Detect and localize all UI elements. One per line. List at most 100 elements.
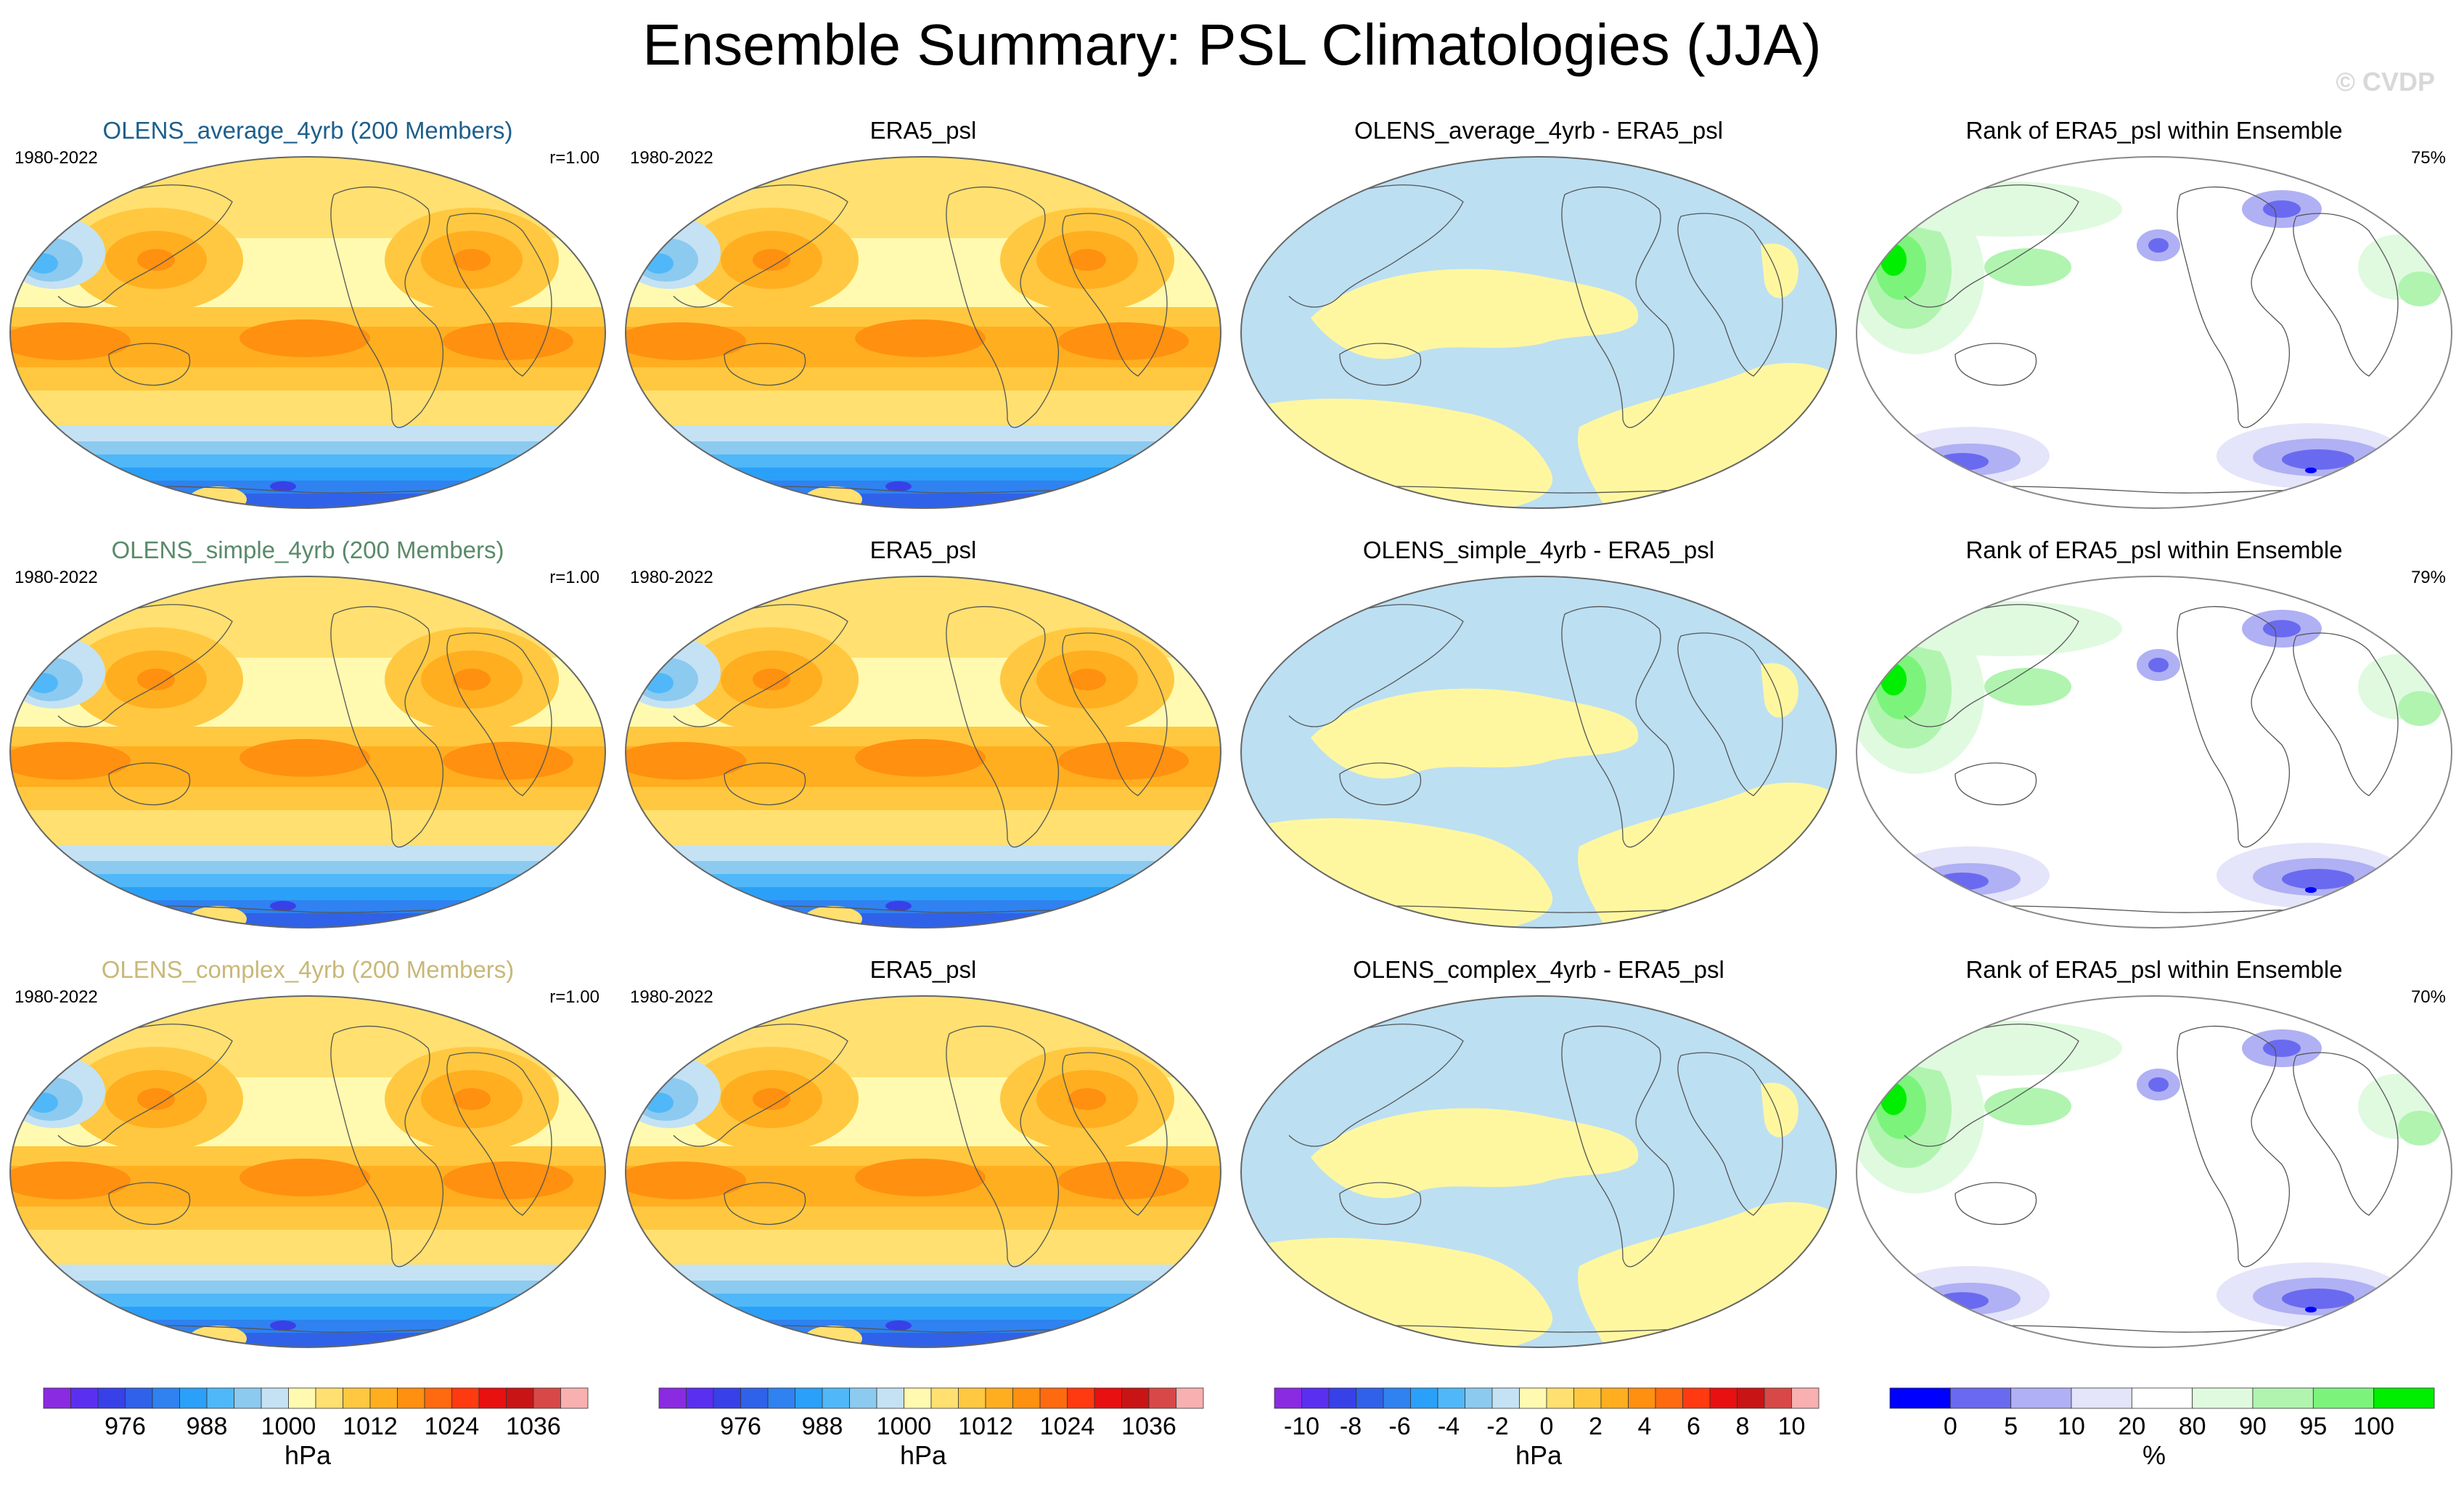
panel-r1-c3: OLENS_average_4yrb - ERA5_psl [1231,116,1846,523]
pattern-correlation: r=1.00 [549,987,599,1007]
panel-r1-c2: ERA5_psl 1980-2022 [615,116,1231,523]
panel-r2-c1: OLENS_simple_4yrb (200 Members) 1980-2022… [0,536,615,942]
colorbar-swatch [1682,1387,1711,1409]
psl-colorbar-era5: 976 988 1000 1012 1024 1036 hPa [615,1387,1231,1481]
colorbar-tick-label: -2 [1486,1413,1508,1440]
colorbar-swatch [1573,1387,1602,1409]
colorbar-swatch [1121,1387,1150,1409]
rank-percentage: 79% [2410,568,2446,587]
colorbar-swatch [1039,1387,1068,1409]
colorbar-tick-label: 1036 [506,1413,561,1440]
colorbar-tick-label: -10 [1284,1413,1319,1440]
colorbar-swatch [1791,1387,1820,1409]
colorbar-swatch [822,1387,850,1409]
colorbar-swatch [451,1387,480,1409]
colorbar-swatch [152,1387,180,1409]
colorbar-swatch [1709,1387,1738,1409]
colorbar-swatch [70,1387,99,1409]
colorbar-tick-label: 20 [2118,1413,2145,1440]
panel-r2-c4: Rank of ERA5_psl within Ensemble 79% [1846,536,2462,942]
colorbar-swatch [1094,1387,1122,1409]
colorbar-tick-label: 1012 [958,1413,1013,1440]
colorbar-swatch [1949,1387,2012,1409]
colorbar-swatch [206,1387,234,1409]
colorbar-swatch [1383,1387,1411,1409]
colorbar-unit: hPa [284,1440,332,1470]
ensemble-title: OLENS_simple_4yrb (200 Members) [111,536,504,563]
colorbar-swatch [533,1387,561,1409]
colorbar-swatch [1519,1387,1547,1409]
colorbar-swatch [506,1387,534,1409]
colorbar-tick-label: 988 [187,1413,228,1440]
rank-colorbar: 0 5 10 20 80 90 95 100% [1846,1387,2462,1481]
colorbar-tick-label: 1012 [343,1413,398,1440]
colorbar-swatch [2192,1387,2254,1409]
difference-map [1240,156,1837,509]
colorbar-tick-label: 1024 [1040,1413,1095,1440]
era5-map [625,576,1221,928]
colorbar-swatch [125,1387,153,1409]
era5-map [625,156,1221,509]
difference-title: OLENS_complex_4yrb - ERA5_psl [1353,956,1724,983]
colorbar-tick-label: -8 [1340,1413,1362,1440]
colorbar-swatch [1012,1387,1041,1409]
difference-map [1240,576,1837,928]
colorbar-swatch [686,1387,714,1409]
colorbar-tick-label: 1000 [261,1413,316,1440]
colorbar-swatch [1655,1387,1683,1409]
colorbar-tick-label: 976 [105,1413,146,1440]
rank-map [1856,156,2452,509]
colorbar-swatch [1067,1387,1095,1409]
colorbar-tick-label: 4 [1638,1413,1652,1440]
colorbar-swatch [849,1387,877,1409]
colorbar-swatch [1148,1387,1176,1409]
colorbar-swatches: 976 988 1000 1012 1024 1036 [43,1387,589,1440]
colorbar-swatch [1600,1387,1629,1409]
colorbar-swatch [315,1387,343,1409]
colorbar-swatch [1437,1387,1465,1409]
colorbar-tick-label: 988 [802,1413,843,1440]
psl-colorbar-ensemble: 976 988 1000 1012 1024 1036 hPa [0,1387,615,1481]
colorbar-swatch [1491,1387,1520,1409]
colorbar-swatches: 976 988 1000 1012 1024 1036 [658,1387,1204,1440]
colorbar-swatch [767,1387,795,1409]
colorbar-swatch [1737,1387,1765,1409]
colorbar-swatch [740,1387,769,1409]
difference-title: OLENS_simple_4yrb - ERA5_psl [1362,536,1715,563]
period-label: 1980-2022 [15,568,98,587]
colorbar-swatch [1465,1387,1493,1409]
colorbar-tick-label: -6 [1388,1413,1410,1440]
panel-r1-c4: Rank of ERA5_psl within Ensemble 75% [1846,116,2462,523]
ensemble-mean-map [9,156,606,509]
colorbar-swatch [1410,1387,1438,1409]
colorbar-tick-label: 6 [1687,1413,1700,1440]
colorbar-swatch [397,1387,425,1409]
colorbar-tick-label: 976 [720,1413,761,1440]
rank-percentage: 70% [2410,987,2446,1007]
difference-map [1240,995,1837,1348]
ensemble-title: OLENS_complex_4yrb (200 Members) [101,956,515,983]
era5-map [625,995,1221,1348]
colorbar-swatches: -10 -8 -6 -4 -2 0 2 4 6 8 10 [1274,1387,1820,1440]
rank-title: Rank of ERA5_psl within Ensemble [1965,956,2343,983]
period-label: 1980-2022 [630,568,713,587]
panel-r2-c3: OLENS_simple_4yrb - ERA5_psl [1231,536,1846,942]
credit-watermark: © CVDP [2336,67,2435,97]
difference-title: OLENS_average_4yrb - ERA5_psl [1354,117,1724,144]
colorbar-swatch [1356,1387,1384,1409]
colorbar-swatch [904,1387,932,1409]
era5-title: ERA5_psl [869,117,977,144]
rank-map [1856,576,2452,928]
panel-r2-c2: ERA5_psl 1980-2022 [615,536,1231,942]
colorbar-swatch [97,1387,126,1409]
colorbar-tick-label: 100 [2353,1413,2394,1440]
colorbar-tick-label: -4 [1438,1413,1460,1440]
pattern-correlation: r=1.00 [549,568,599,587]
colorbar-swatch [2312,1387,2375,1409]
colorbar-tick-label: 80 [2179,1413,2206,1440]
colorbar-tick-label: 0 [1944,1413,1957,1440]
era5-title: ERA5_psl [869,536,977,563]
colorbar-swatch [424,1387,452,1409]
colorbar-swatch [2252,1387,2314,1409]
colorbar-swatch [369,1387,398,1409]
